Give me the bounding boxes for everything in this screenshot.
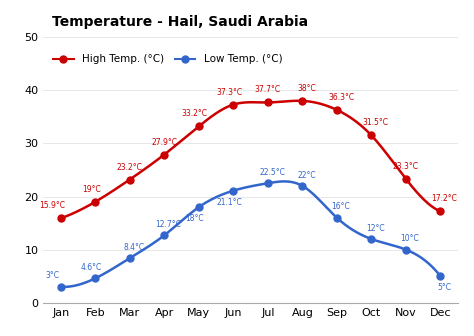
Low Temp. (°C) [300, 184, 305, 188]
Text: 23.2°C: 23.2°C [117, 163, 143, 172]
Text: 8.4°C: 8.4°C [123, 243, 145, 252]
High Temp. (°C) [196, 124, 201, 128]
High Temp. (°C) [162, 153, 167, 157]
Text: 16°C: 16°C [332, 202, 350, 211]
Low Temp. (°C) [230, 188, 236, 193]
Text: 3°C: 3°C [46, 271, 59, 281]
Legend: High Temp. (°C), Low Temp. (°C): High Temp. (°C), Low Temp. (°C) [49, 50, 286, 69]
Line: High Temp. (°C): High Temp. (°C) [57, 97, 444, 222]
Low Temp. (°C) [92, 276, 98, 280]
Text: 27.9°C: 27.9°C [151, 137, 177, 146]
Low Temp. (°C) [162, 233, 167, 237]
High Temp. (°C) [230, 102, 236, 107]
Text: 22.5°C: 22.5°C [259, 168, 285, 177]
High Temp. (°C) [438, 209, 443, 213]
Low Temp. (°C) [403, 248, 409, 252]
High Temp. (°C) [403, 177, 409, 181]
Text: 18°C: 18°C [185, 214, 204, 223]
Text: 15.9°C: 15.9°C [39, 201, 65, 210]
Text: 5°C: 5°C [438, 283, 452, 292]
Text: 33.2°C: 33.2°C [182, 110, 208, 118]
Text: 12.7°C: 12.7°C [155, 220, 182, 229]
Text: 23.3°C: 23.3°C [393, 162, 419, 171]
Text: 17.2°C: 17.2°C [432, 195, 457, 203]
Low Temp. (°C) [369, 237, 374, 241]
Text: 21.1°C: 21.1°C [216, 198, 242, 207]
Text: 37.3°C: 37.3°C [216, 88, 242, 97]
High Temp. (°C) [334, 108, 340, 112]
High Temp. (°C) [369, 133, 374, 137]
Low Temp. (°C) [334, 216, 340, 220]
Text: 37.7°C: 37.7°C [255, 85, 281, 94]
Low Temp. (°C) [196, 205, 201, 209]
Low Temp. (°C) [265, 181, 271, 185]
Text: 22°C: 22°C [297, 170, 316, 179]
High Temp. (°C) [300, 99, 305, 103]
Low Temp. (°C) [127, 256, 133, 260]
Text: 38°C: 38°C [297, 84, 316, 93]
Text: 10°C: 10°C [401, 234, 419, 243]
Text: 12°C: 12°C [366, 224, 385, 233]
Text: 4.6°C: 4.6°C [81, 263, 102, 272]
High Temp. (°C) [92, 200, 98, 204]
High Temp. (°C) [265, 100, 271, 104]
Line: Low Temp. (°C): Low Temp. (°C) [57, 180, 444, 290]
Text: 19°C: 19°C [82, 185, 100, 194]
Text: Temperature - Hail, Saudi Arabia: Temperature - Hail, Saudi Arabia [52, 15, 308, 29]
Low Temp. (°C) [58, 285, 64, 289]
Text: 31.5°C: 31.5°C [363, 118, 389, 127]
High Temp. (°C) [127, 177, 133, 181]
High Temp. (°C) [58, 216, 64, 220]
Low Temp. (°C) [438, 274, 443, 278]
Text: 36.3°C: 36.3°C [328, 93, 354, 102]
